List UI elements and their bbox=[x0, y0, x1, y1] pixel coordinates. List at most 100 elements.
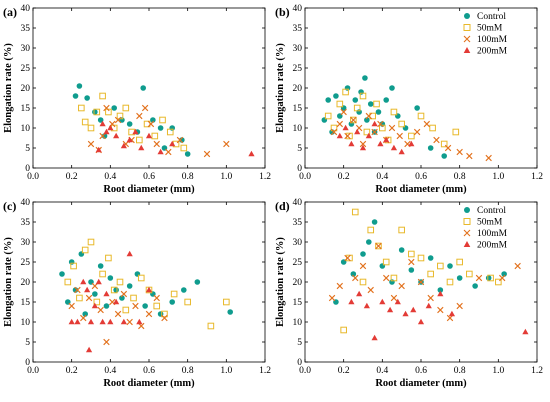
data-point bbox=[433, 136, 440, 144]
data-point bbox=[68, 318, 75, 325]
x-tick-label: 0.0 bbox=[299, 366, 311, 376]
series-50mm bbox=[340, 208, 502, 334]
x-axis-title: Root diameter (mm) bbox=[103, 184, 195, 195]
data-point bbox=[78, 251, 85, 257]
data-point bbox=[87, 238, 95, 246]
series-control bbox=[321, 75, 448, 159]
series-100mm bbox=[330, 108, 492, 162]
data-point bbox=[84, 286, 91, 293]
data-point bbox=[359, 144, 367, 151]
data-point bbox=[359, 140, 367, 148]
data-point bbox=[413, 128, 421, 136]
panel-d: 0.0 0.2 0.4 0.6 0.8 1.0 1.2 0 5 10 15 20 25 30 35 40 Roo… bbox=[275, 198, 543, 389]
y-tick-label: 10 bbox=[21, 318, 31, 328]
data-point bbox=[377, 140, 384, 147]
legend-marker bbox=[463, 35, 471, 43]
panel-label: (b) bbox=[275, 5, 290, 19]
data-point bbox=[448, 310, 456, 317]
legend-label: 200mM bbox=[477, 241, 508, 251]
data-point bbox=[141, 104, 149, 112]
data-point bbox=[408, 140, 415, 147]
series-50mm bbox=[324, 88, 460, 148]
data-point bbox=[223, 298, 230, 306]
data-point bbox=[363, 128, 371, 136]
data-point bbox=[119, 295, 125, 301]
data-point bbox=[344, 132, 351, 140]
data-point bbox=[437, 287, 444, 293]
data-point bbox=[103, 303, 110, 309]
data-point bbox=[166, 128, 174, 136]
panel-label: (a) bbox=[3, 5, 17, 19]
data-point bbox=[365, 112, 372, 120]
data-point bbox=[170, 290, 178, 298]
x-tick-label: 0.8 bbox=[182, 366, 194, 376]
data-point bbox=[359, 278, 367, 286]
panel-c: 0.0 0.2 0.4 0.6 0.8 1.0 1.2 0 5 10 15 20 25 30 35 40 Roo… bbox=[3, 198, 271, 389]
data-point bbox=[350, 116, 357, 124]
data-point bbox=[120, 290, 128, 298]
x-tick-label: 1.2 bbox=[259, 172, 271, 182]
data-point bbox=[113, 287, 119, 293]
data-point bbox=[169, 140, 176, 147]
data-point bbox=[122, 104, 130, 112]
data-point bbox=[207, 322, 215, 330]
data-point bbox=[456, 275, 463, 281]
data-point bbox=[136, 136, 143, 144]
series-100mm bbox=[87, 104, 230, 158]
data-point bbox=[132, 302, 139, 310]
data-point bbox=[330, 128, 338, 136]
x-tick-label: 1.2 bbox=[259, 366, 271, 376]
legend-label: 200mM bbox=[477, 47, 508, 57]
data-point bbox=[145, 132, 153, 139]
y-tick-label: 0 bbox=[25, 164, 30, 174]
data-point bbox=[161, 310, 168, 318]
data-point bbox=[126, 250, 133, 257]
data-point bbox=[417, 278, 425, 286]
data-point bbox=[68, 259, 75, 265]
data-point bbox=[402, 310, 409, 317]
data-point bbox=[126, 283, 133, 289]
y-tick-label: 35 bbox=[293, 24, 303, 34]
data-point bbox=[344, 85, 351, 91]
data-point bbox=[74, 286, 81, 294]
data-point bbox=[366, 239, 372, 245]
x-tick-label: 0.8 bbox=[454, 172, 466, 182]
data-point bbox=[427, 255, 434, 261]
data-point bbox=[85, 346, 93, 353]
data-point bbox=[390, 144, 398, 151]
series-200mm bbox=[68, 250, 153, 353]
data-point bbox=[324, 112, 332, 120]
legend-marker bbox=[464, 13, 470, 19]
data-point bbox=[184, 298, 191, 306]
data-point bbox=[441, 153, 448, 159]
data-point bbox=[99, 270, 106, 278]
data-point bbox=[93, 108, 101, 116]
data-point bbox=[356, 109, 362, 115]
data-point bbox=[84, 95, 90, 101]
data-point bbox=[336, 132, 343, 139]
data-point bbox=[138, 144, 145, 151]
data-point bbox=[87, 318, 95, 325]
data-point bbox=[64, 278, 72, 286]
y-tick-label: 20 bbox=[293, 84, 303, 94]
series-200mm bbox=[348, 290, 529, 341]
data-point bbox=[107, 318, 114, 325]
series-50mm bbox=[64, 238, 230, 330]
data-point bbox=[394, 298, 401, 305]
data-point bbox=[330, 124, 338, 132]
data-point bbox=[446, 278, 454, 286]
data-point bbox=[80, 278, 87, 285]
data-point bbox=[140, 85, 146, 91]
data-point bbox=[389, 279, 395, 285]
y-axis-title: Elongation rate (%) bbox=[275, 43, 286, 133]
data-point bbox=[398, 247, 405, 253]
data-point bbox=[363, 302, 370, 309]
data-point bbox=[452, 128, 460, 136]
x-tick-label: 0.0 bbox=[27, 366, 39, 376]
data-point bbox=[364, 117, 370, 123]
data-point bbox=[97, 263, 104, 269]
data-point bbox=[105, 254, 112, 262]
data-point bbox=[360, 251, 366, 257]
data-point bbox=[427, 145, 434, 151]
